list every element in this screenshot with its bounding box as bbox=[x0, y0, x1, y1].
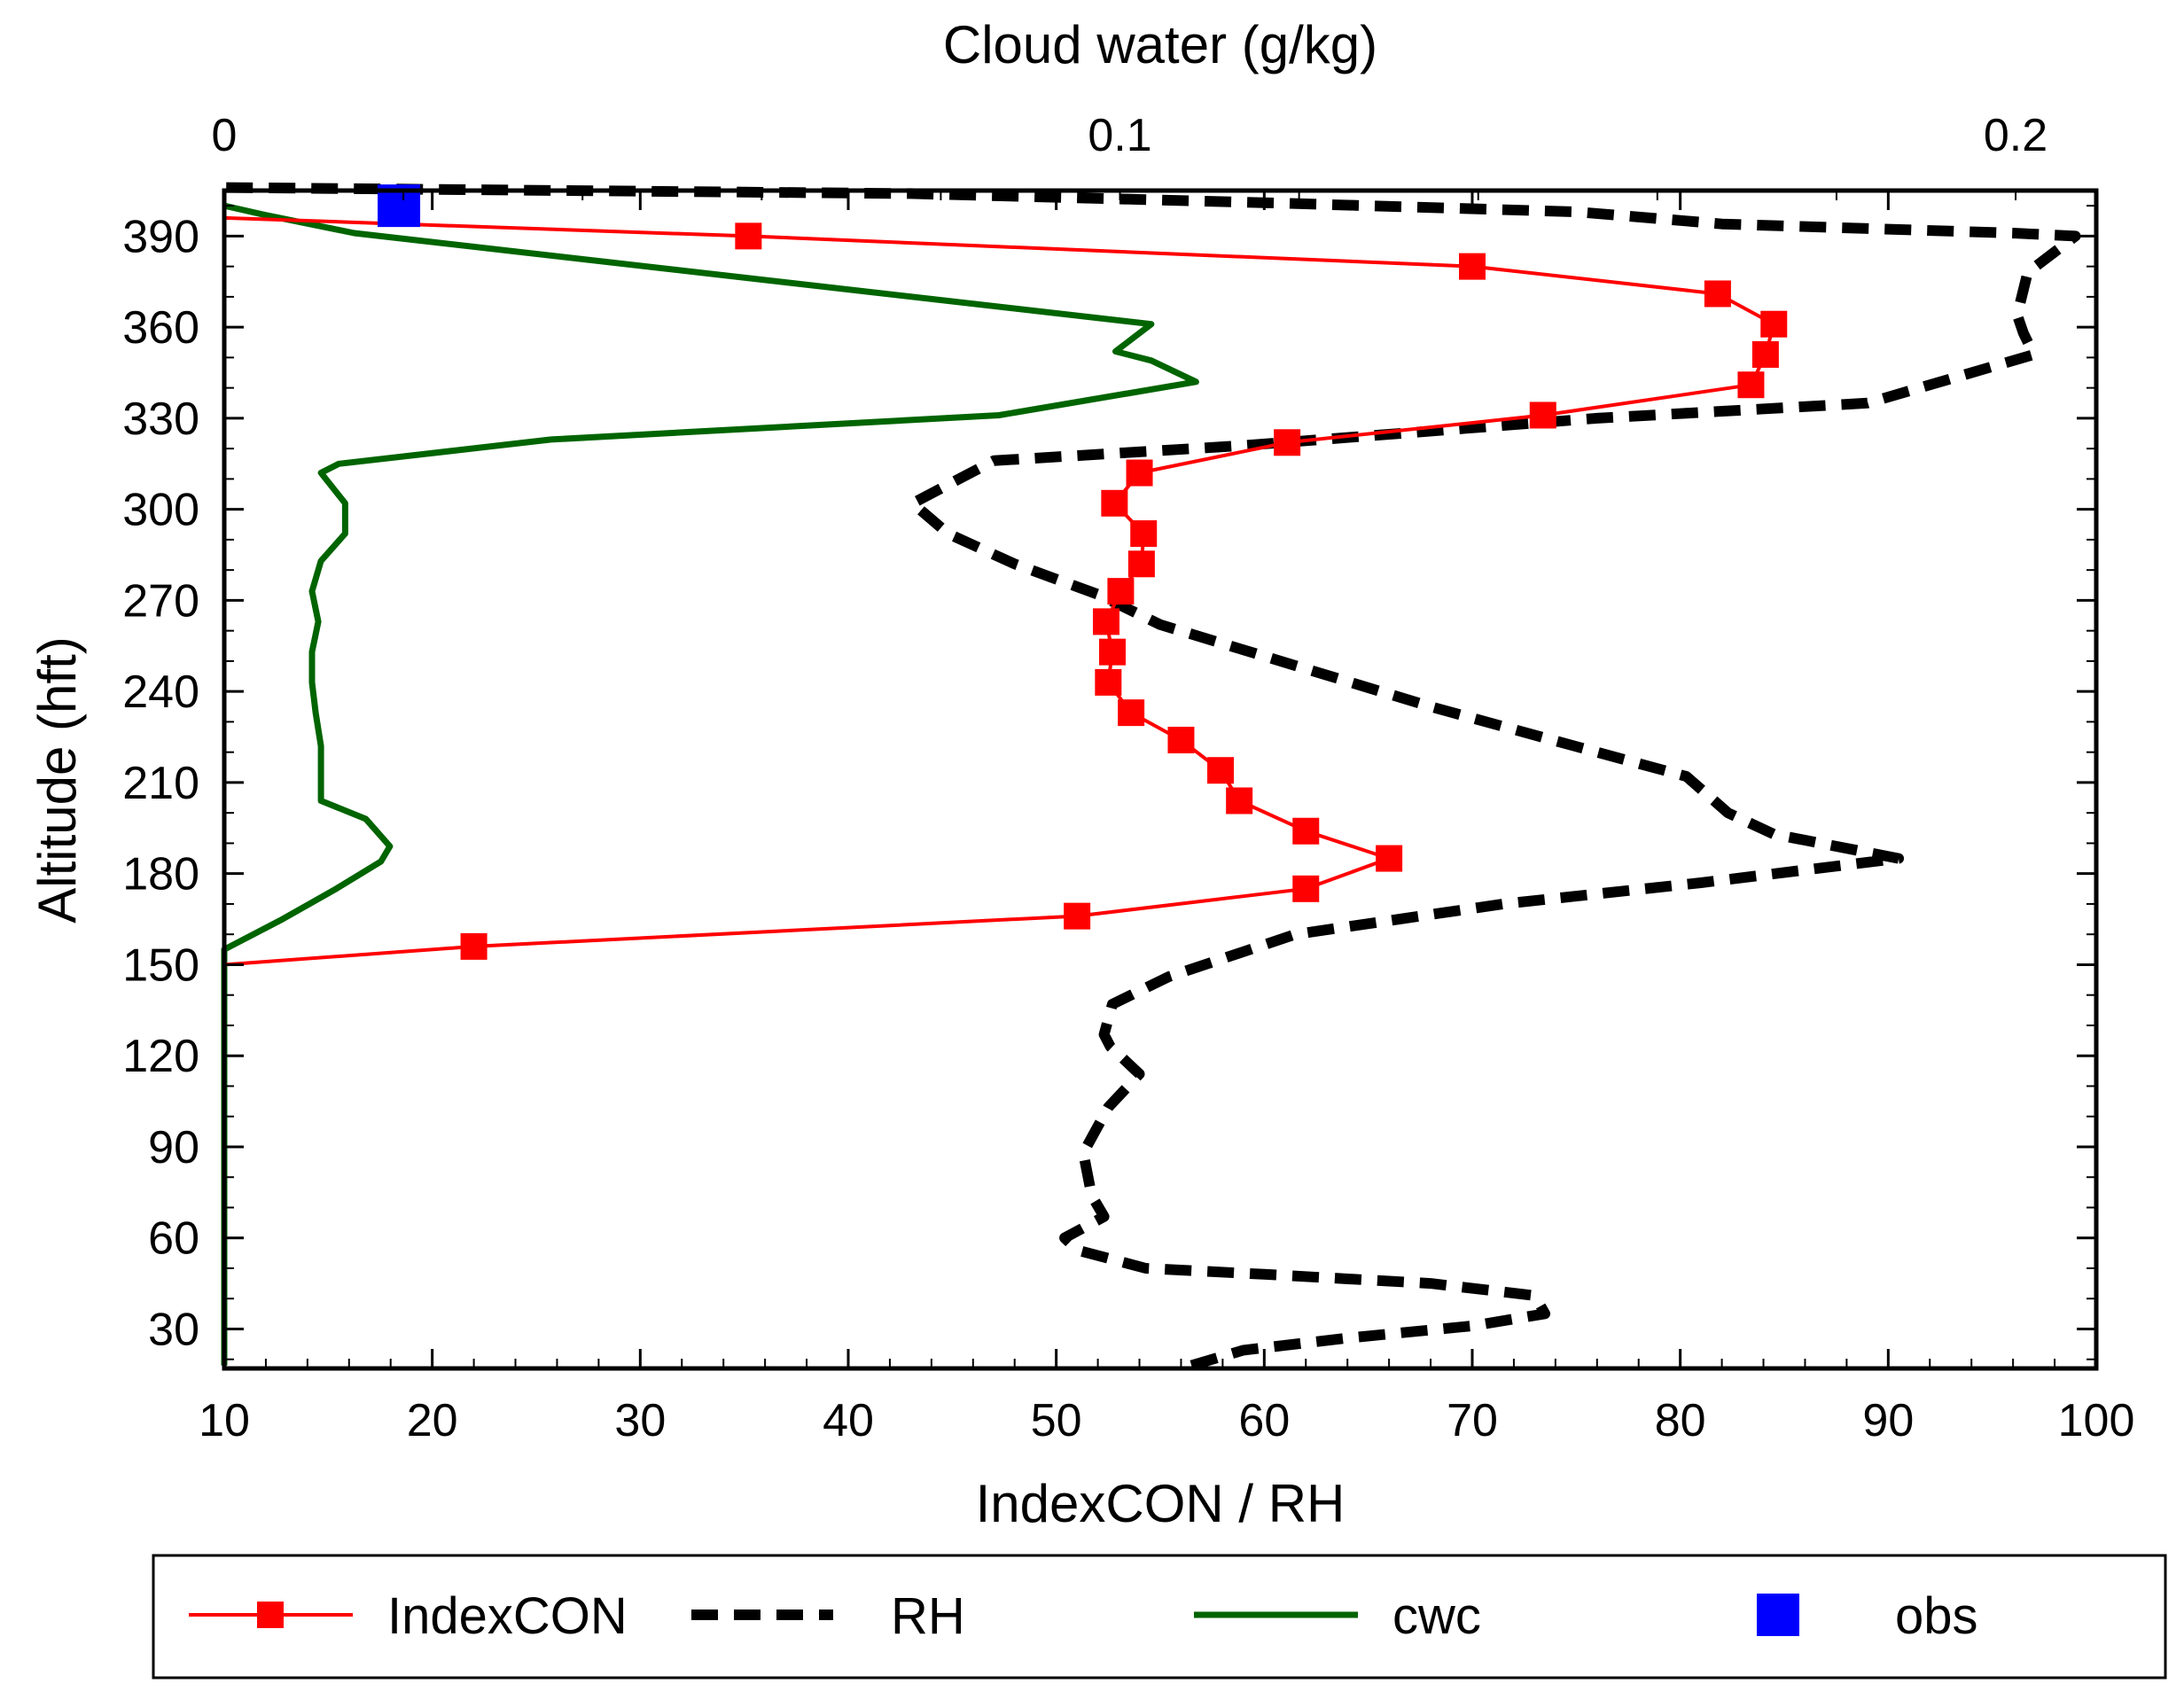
x2-axis-title: Cloud water (g/kg) bbox=[943, 15, 1377, 74]
indexcon-marker bbox=[1064, 902, 1091, 930]
x-tick-label: 70 bbox=[1447, 1395, 1498, 1446]
indexcon-marker bbox=[1101, 489, 1128, 517]
legend-indexcon-marker bbox=[257, 1602, 284, 1628]
y-tick-label: 60 bbox=[148, 1213, 199, 1265]
indexcon-marker bbox=[1118, 699, 1145, 727]
indexcon-marker bbox=[1459, 253, 1486, 280]
x-tick-label: 40 bbox=[823, 1395, 874, 1446]
y-tick-label: 120 bbox=[122, 1031, 199, 1082]
ticks-layer bbox=[222, 191, 2098, 1368]
y-axis-title: Altitude (hft) bbox=[27, 636, 87, 923]
indexcon-series-line bbox=[223, 215, 1776, 967]
y-tick-label: 210 bbox=[122, 758, 199, 809]
cwc-series-line bbox=[221, 202, 1199, 1366]
indexcon-marker bbox=[1167, 726, 1195, 753]
indexcon-marker bbox=[1092, 608, 1119, 635]
legend-obs-marker bbox=[1757, 1594, 1799, 1636]
x2-tick-label: 0.2 bbox=[1984, 110, 2048, 161]
indexcon-marker bbox=[735, 222, 762, 250]
y-tick-label: 390 bbox=[122, 211, 199, 262]
legend-indexcon-label: IndexCON bbox=[387, 1587, 628, 1645]
indexcon-marker bbox=[1207, 757, 1235, 784]
indexcon-marker bbox=[1737, 371, 1765, 399]
indexcon-marker bbox=[1099, 638, 1127, 666]
legend-rh-label: RH bbox=[891, 1587, 965, 1645]
y-tick-label: 300 bbox=[122, 485, 199, 536]
y-tick-label: 90 bbox=[148, 1122, 199, 1173]
legend: IndexCON RH cwc obs bbox=[152, 1554, 2167, 1680]
x-tick-label: 20 bbox=[407, 1395, 458, 1446]
x-tick-label: 100 bbox=[2058, 1395, 2135, 1446]
indexcon-marker bbox=[1107, 578, 1135, 605]
x-tick-label: 80 bbox=[1655, 1395, 1706, 1446]
indexcon-marker bbox=[1127, 550, 1155, 578]
series-layer bbox=[221, 182, 2081, 1371]
indexcon-marker bbox=[1292, 875, 1320, 902]
indexcon-marker bbox=[1292, 817, 1320, 845]
indexcon-marker bbox=[1704, 280, 1731, 308]
y-tick-label: 330 bbox=[122, 394, 199, 445]
indexcon-marker bbox=[1751, 340, 1779, 368]
y-tick-label: 270 bbox=[122, 575, 199, 627]
legend-frame bbox=[152, 1554, 2167, 1680]
rh-series-line bbox=[223, 182, 2081, 1371]
indexcon-marker bbox=[1126, 459, 1153, 487]
indexcon-marker bbox=[1376, 845, 1403, 872]
y-tick-label: 150 bbox=[122, 939, 199, 991]
x-tick-label: 10 bbox=[199, 1395, 250, 1446]
x-tick-label: 60 bbox=[1238, 1395, 1290, 1446]
indexcon-marker bbox=[1226, 787, 1253, 815]
indexcon-marker bbox=[1274, 429, 1301, 456]
legend-obs-label: obs bbox=[1895, 1587, 1978, 1645]
y-tick-label: 30 bbox=[148, 1304, 199, 1355]
plot-frame bbox=[222, 188, 2099, 1371]
indexcon-marker bbox=[1130, 520, 1158, 548]
x-tick-label: 30 bbox=[614, 1395, 666, 1446]
x-axis-title: IndexCON / RH bbox=[976, 1474, 1346, 1533]
x-tick-label: 90 bbox=[1862, 1395, 1914, 1446]
y-tick-label: 240 bbox=[122, 666, 199, 718]
indexcon-marker bbox=[1529, 401, 1556, 429]
x2-tick-label: 0.1 bbox=[1088, 110, 1151, 161]
indexcon-marker bbox=[1760, 310, 1788, 338]
x-tick-label: 50 bbox=[1031, 1395, 1082, 1446]
x2-tick-label: 0 bbox=[212, 110, 238, 161]
legend-cwc-label: cwc bbox=[1392, 1587, 1481, 1645]
y-tick-label: 360 bbox=[122, 302, 199, 354]
indexcon-marker bbox=[460, 932, 488, 960]
labels-layer: 10 20 30 40 50 60 70 80 90 100 0 0.1 0.2 30 60 90 120 150… bbox=[122, 110, 2134, 1446]
indexcon-marker bbox=[1095, 668, 1122, 696]
y-tick-label: 180 bbox=[122, 849, 199, 900]
